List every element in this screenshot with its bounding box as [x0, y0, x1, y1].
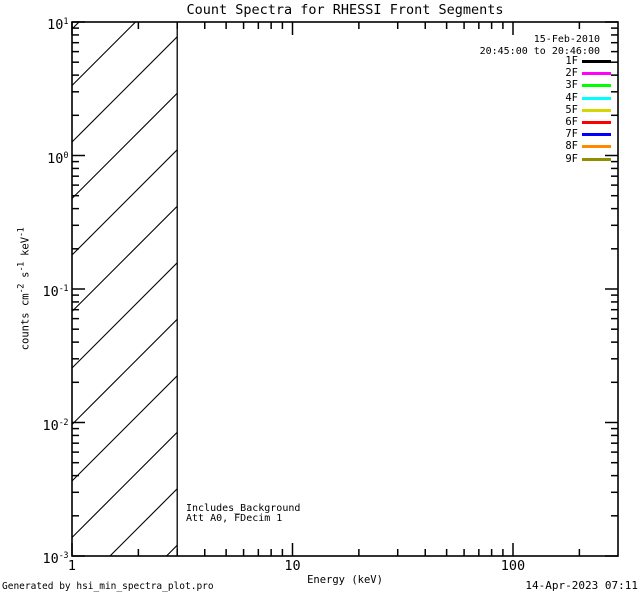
hatch-line	[72, 318, 178, 425]
axes-frame	[71, 21, 619, 557]
legend-date: 15-Feb-2010	[533, 34, 600, 45]
legend-label-2F: 2F	[565, 67, 578, 80]
hatch-line	[72, 205, 178, 312]
chart-title: Count Spectra for RHESSI Front Segments	[186, 2, 504, 18]
legend-swatch-1F	[582, 60, 611, 63]
x-tick-label: 1	[67, 558, 77, 574]
x-axis-label: Energy (keV)	[307, 574, 383, 586]
hatch-line	[72, 375, 178, 482]
legend-swatch-7F	[582, 133, 611, 137]
legend-swatch-6F	[582, 121, 611, 124]
x-tick-label: 10	[284, 558, 301, 574]
hatch-pattern	[72, 22, 178, 556]
legend-swatch-2F	[582, 72, 611, 76]
footer-generator-note: Generated by hsi_min_spectra_plot.pro	[2, 581, 214, 592]
plot-annotation: Att A0, FDecim 1	[186, 513, 283, 524]
legend-swatch-4F	[582, 96, 611, 100]
legend-swatch-5F	[582, 108, 611, 112]
hatch-line	[72, 92, 178, 199]
y-tick-label: 101	[47, 17, 68, 33]
legend-swatch-3F	[582, 84, 611, 88]
hatch-line	[72, 431, 178, 538]
legend-label-1F: 1F	[565, 55, 578, 67]
legend-label-8F: 8F	[565, 140, 578, 153]
hatch-line	[72, 262, 178, 369]
y-tick-label: 10-1	[42, 284, 68, 300]
hatch-line	[109, 488, 178, 556]
y-tick-label: 100	[47, 150, 68, 167]
plot-annotation: Includes_Background	[186, 502, 301, 514]
legend-label-5F: 5F	[565, 103, 578, 116]
footer-timestamp: 14-Apr-2023 07:11	[525, 579, 638, 592]
legend-time-range: 20:45:00 to 20:46:00	[479, 46, 600, 57]
hatch-line	[72, 22, 137, 86]
hatch-line	[72, 36, 178, 143]
legend-swatch-8F	[582, 145, 611, 149]
hatch-line	[72, 149, 178, 256]
legend-label-3F: 3F	[565, 79, 578, 92]
legend-label-6F: 6F	[565, 116, 578, 128]
legend-label-9F: 9F	[565, 152, 578, 165]
legend-swatch-9F	[582, 157, 611, 161]
legend-label-4F: 4F	[565, 91, 578, 104]
y-tick-label: 10-3	[42, 551, 68, 567]
x-tick-label: 100	[500, 558, 526, 574]
legend-label-7F: 7F	[565, 128, 578, 141]
y-tick-label: 10-2	[42, 417, 68, 434]
